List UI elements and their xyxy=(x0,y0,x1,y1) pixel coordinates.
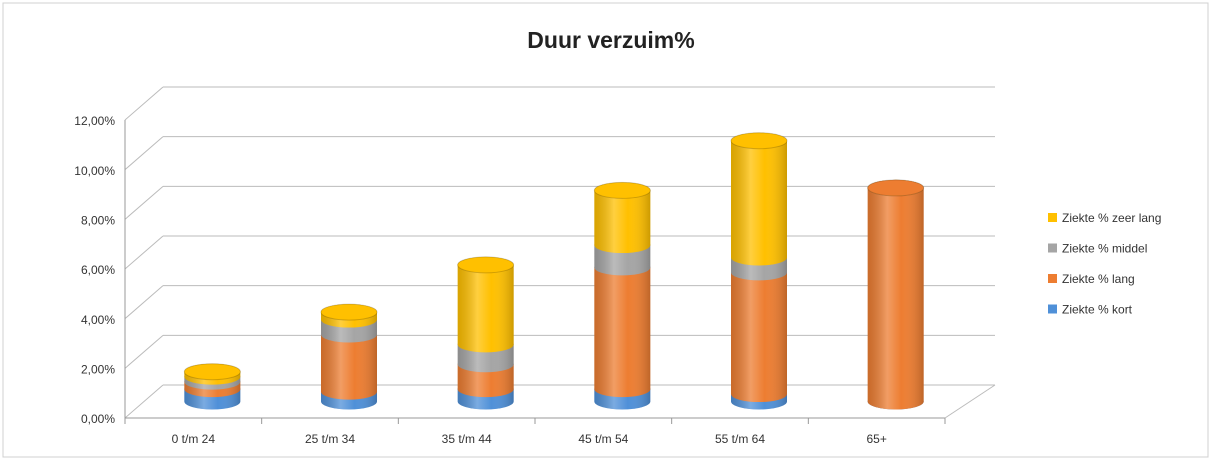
grid-line xyxy=(124,285,164,320)
y-tick-label: 0,00% xyxy=(81,412,115,426)
legend-label: Ziekte % kort xyxy=(1062,303,1133,317)
cylinder-shading xyxy=(731,264,787,403)
legend-swatch xyxy=(1048,243,1057,253)
y-tick-label: 12,00% xyxy=(74,114,115,128)
cylinder-top xyxy=(593,181,651,199)
chart-title: Duur verzuim% xyxy=(527,27,694,53)
cylinder-top xyxy=(183,363,241,381)
y-tick-label: 6,00% xyxy=(81,263,115,277)
legend-label: Ziekte % zeer lang xyxy=(1062,211,1161,225)
cylinder-top xyxy=(457,256,515,274)
grid-line xyxy=(124,334,164,369)
legend-label: Ziekte % middel xyxy=(1062,242,1147,256)
grid-line xyxy=(124,235,164,270)
cylinder-shading xyxy=(321,326,377,400)
x-tick-label: 0 t/m 24 xyxy=(172,432,216,446)
x-tick-label: 55 t/m 64 xyxy=(715,432,765,446)
cylinder-shading xyxy=(594,182,651,254)
legend-swatch xyxy=(1048,274,1057,283)
cylinder-shading xyxy=(594,259,651,398)
legend-swatch xyxy=(1048,304,1057,314)
grid-line xyxy=(124,86,164,121)
cylinder-top xyxy=(730,132,788,150)
cylinder-top xyxy=(320,303,378,321)
y-tick-label: 8,00% xyxy=(81,214,115,228)
grid-line xyxy=(124,136,164,171)
y-tick-label: 4,00% xyxy=(81,313,115,327)
floor-edge xyxy=(944,384,996,419)
x-tick-label: 65+ xyxy=(866,432,886,446)
y-tick-label: 10,00% xyxy=(74,164,115,178)
x-tick-label: 35 t/m 44 xyxy=(442,432,492,446)
cylinder-shading xyxy=(457,256,514,353)
x-tick-label: 45 t/m 54 xyxy=(578,432,628,446)
grid-line xyxy=(124,185,164,220)
grid-line xyxy=(124,384,164,419)
legend-swatch xyxy=(1048,213,1057,222)
cylinder-shading xyxy=(867,179,924,410)
legend-label: Ziekte % lang xyxy=(1062,272,1135,286)
cylinder-shading xyxy=(731,132,787,266)
y-tick-label: 2,00% xyxy=(81,363,115,377)
cylinder-top xyxy=(867,179,925,197)
x-tick-label: 25 t/m 34 xyxy=(305,432,355,446)
